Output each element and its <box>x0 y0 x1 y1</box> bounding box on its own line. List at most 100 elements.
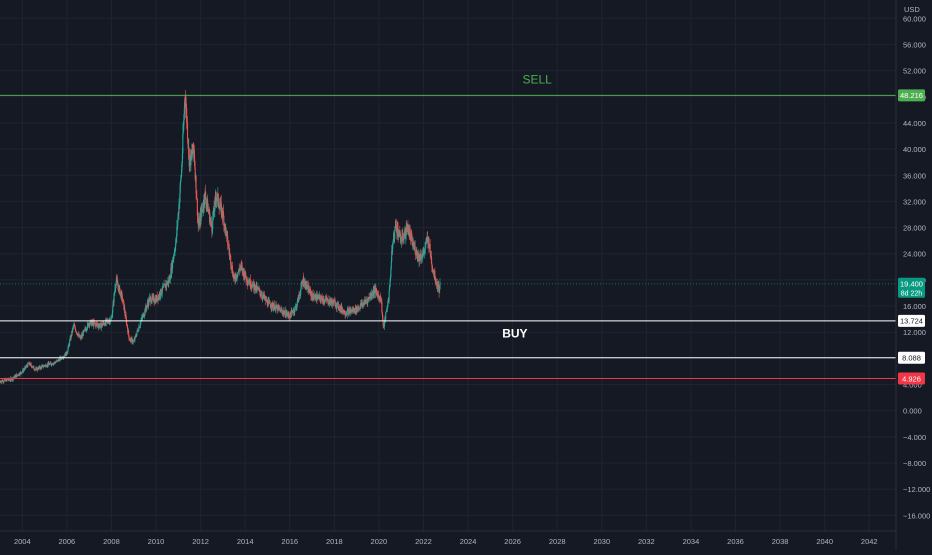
candle-body <box>49 363 51 365</box>
candle-body <box>324 299 327 300</box>
candle-body <box>99 325 101 328</box>
candle-body <box>411 235 413 237</box>
candle-body <box>135 336 137 337</box>
candle-body <box>263 294 265 299</box>
candle-body <box>376 290 378 293</box>
candle-body <box>204 191 207 199</box>
candle-body <box>116 278 118 281</box>
candle-body <box>113 292 116 294</box>
candle-body <box>46 366 48 368</box>
candle-body <box>145 306 147 313</box>
candle-body <box>195 193 198 198</box>
candle-body <box>220 201 222 203</box>
candle-body <box>311 294 313 297</box>
candle-body <box>268 300 270 302</box>
candle-body <box>435 281 437 284</box>
candle-body <box>320 298 322 302</box>
candle-body <box>338 308 340 309</box>
candle-body <box>207 208 210 212</box>
candle-body <box>251 285 253 287</box>
candle-body <box>383 321 385 327</box>
candle-body <box>380 295 382 302</box>
candle-body <box>307 285 309 288</box>
candle-body <box>203 201 205 206</box>
candle-body <box>172 257 174 261</box>
candle-body <box>101 325 103 328</box>
candle-body <box>103 322 105 324</box>
candle-body <box>212 216 214 218</box>
candle-body <box>364 299 366 303</box>
candle-body <box>57 359 59 362</box>
candle-body <box>114 289 116 293</box>
candle-body <box>118 286 120 291</box>
candle-body <box>30 363 32 365</box>
candle-body <box>54 362 56 363</box>
candle-body <box>323 299 325 303</box>
candle-body <box>249 279 251 287</box>
candle-body <box>194 167 196 180</box>
candle-body <box>317 296 319 298</box>
candle-body <box>242 268 244 272</box>
candle-body <box>399 232 401 238</box>
candle-body <box>303 277 305 286</box>
candle-body <box>25 366 27 368</box>
horizontal-levels[interactable] <box>0 94 896 379</box>
annotation-sell[interactable]: SELL <box>522 73 552 87</box>
candle-body <box>89 323 91 326</box>
x-tick-label: 2022 <box>415 537 432 546</box>
candle-body <box>341 305 343 312</box>
x-tick-label: 2026 <box>504 537 521 546</box>
candle-body <box>75 331 78 334</box>
candle-body <box>177 212 179 220</box>
candle-body <box>45 364 47 367</box>
candle-body <box>425 241 427 243</box>
candle-body <box>188 148 190 167</box>
candle-body <box>434 279 436 282</box>
candle-body <box>210 220 212 227</box>
candle-body <box>144 310 146 315</box>
annotation-buy[interactable]: BUY <box>502 326 527 340</box>
price-axis[interactable]: 60.00056.00052.00048.00044.00040.00036.0… <box>903 14 930 520</box>
candle-body <box>267 301 269 307</box>
x-tick-label: 2006 <box>59 537 76 546</box>
candle-body <box>124 307 126 314</box>
candle-body <box>313 298 315 300</box>
candle-body <box>434 270 436 280</box>
candle-body <box>183 102 186 114</box>
candle-body <box>160 289 162 295</box>
candle-body <box>153 301 155 303</box>
candle-body <box>396 226 398 233</box>
candle-body <box>430 255 432 264</box>
candle-body <box>69 340 71 346</box>
candle-body <box>310 291 312 297</box>
candle-body <box>236 274 238 278</box>
candle-body <box>216 198 218 201</box>
candle-body <box>150 297 152 303</box>
candle-body <box>407 224 409 226</box>
candle-body <box>428 237 430 249</box>
x-tick-label: 2030 <box>593 537 610 546</box>
candle-body <box>238 268 240 272</box>
candle-body <box>219 201 221 206</box>
candle-body <box>304 282 306 285</box>
candle-body <box>7 379 9 381</box>
candle-body <box>316 299 318 300</box>
candle-body <box>356 307 359 310</box>
candle-body <box>217 193 219 205</box>
candle-body <box>20 372 22 373</box>
candle-body <box>390 261 392 270</box>
candle-body <box>280 308 282 310</box>
candle-body <box>259 289 261 292</box>
x-tick-label: 2004 <box>14 537 31 546</box>
candle-body <box>63 356 65 357</box>
candle-body <box>286 314 289 316</box>
time-axis[interactable]: 2004 2006 2008 2010 2012 2014 2016 2018 2020 2022… <box>14 537 878 546</box>
candle-body <box>330 298 332 302</box>
candle-body <box>237 271 239 273</box>
candle-body <box>369 295 371 299</box>
candle-body <box>67 345 69 349</box>
candle-body <box>280 309 283 311</box>
